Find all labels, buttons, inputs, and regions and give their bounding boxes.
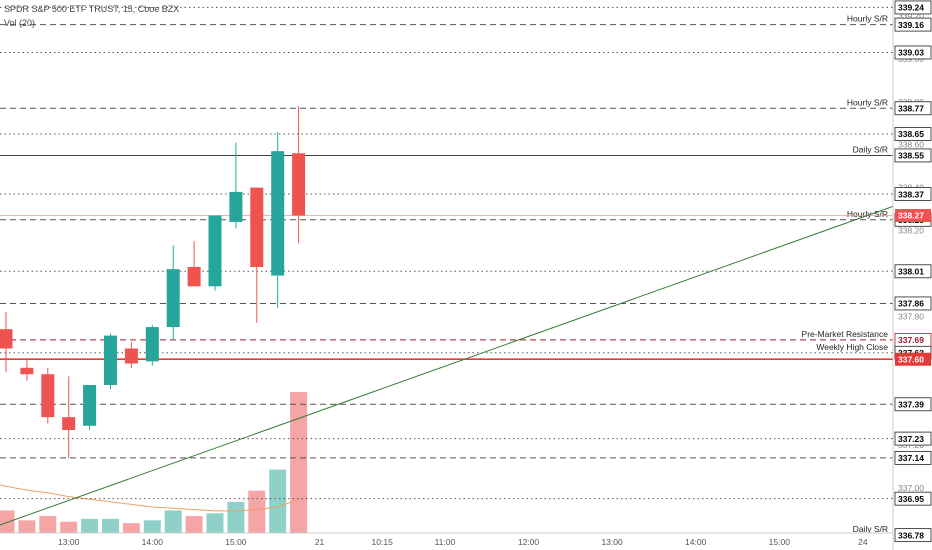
x-tick-label: 14:00: [685, 537, 707, 547]
candle-body[interactable]: [145, 327, 159, 362]
price-label: 339.16: [898, 20, 924, 30]
price-label-bg: [894, 431, 932, 446]
price-label: 337.39: [898, 399, 924, 409]
y-tick-label: 337.00: [898, 483, 924, 493]
price-label: 339.03: [898, 48, 924, 58]
candle-body[interactable]: [250, 187, 264, 267]
volume-bar: [290, 392, 308, 533]
candle-body[interactable]: [41, 374, 55, 418]
price-label: 338.01: [898, 266, 924, 276]
x-tick-label: 13:00: [58, 537, 80, 547]
volume-ma-line: [0, 484, 299, 512]
x-tick-label: 10:15: [372, 537, 394, 547]
volume-bar: [206, 513, 224, 533]
x-tick-label: 15:00: [769, 537, 791, 547]
price-label: 337.14: [898, 453, 924, 463]
price-label-bg: [894, 491, 932, 506]
candle-body[interactable]: [292, 153, 306, 216]
price-label-bg: [894, 397, 932, 412]
price-label: 337.69: [898, 335, 924, 345]
candle-body[interactable]: [166, 269, 180, 328]
volume-bar: [143, 520, 161, 533]
volume-bar: [164, 510, 182, 533]
price-label: 337.60: [898, 354, 924, 364]
x-axis-bg: [0, 533, 893, 550]
price-label: 336.78: [898, 530, 924, 540]
price-label-bg: [894, 264, 932, 279]
price-label-bg: [894, 0, 932, 15]
price-label-bg: [894, 127, 932, 141]
price-label: 337.86: [898, 299, 924, 309]
volume-bar: [122, 523, 140, 533]
y-tick-label: 338.60: [898, 140, 924, 150]
volume-bar: [81, 518, 99, 533]
price-label: 338.37: [898, 189, 924, 199]
x-tick-label: 11:00: [435, 537, 456, 547]
candle-body[interactable]: [124, 348, 138, 364]
price-label: 336.95: [898, 494, 924, 504]
x-tick-label: 15:00: [225, 537, 247, 547]
candle-body[interactable]: [62, 417, 76, 431]
x-tick-label: 14:00: [142, 537, 164, 547]
price-label-bg: [894, 296, 932, 311]
symbol-title: SPDR S&P 500 ETF TRUST, 15, Cboe BZX: [4, 4, 180, 14]
price-label-bg: [894, 101, 932, 116]
price-label-bg: [894, 187, 932, 201]
level-label: Hourly S/R: [847, 14, 888, 24]
price-label-bg: [894, 451, 932, 465]
candle-body[interactable]: [208, 215, 222, 287]
volume-bar: [18, 520, 36, 533]
volume-bar: [248, 490, 266, 533]
level-label: Daily S/R: [853, 524, 888, 534]
price-label: 337.23: [898, 434, 924, 444]
volume-bar: [0, 510, 15, 533]
price-label-bg: [894, 17, 932, 32]
x-tick-label: 21: [315, 537, 325, 547]
candle-body[interactable]: [104, 335, 117, 385]
price-label-bg: [894, 528, 932, 543]
price-label: 339.24: [898, 3, 924, 13]
candle-body[interactable]: [271, 151, 285, 276]
volume-bar: [269, 469, 287, 533]
y-tick-label: 337.80: [898, 311, 924, 321]
price-label: 338.55: [898, 151, 924, 161]
level-label: Daily S/R: [853, 144, 888, 154]
price-label-bg: [894, 45, 932, 60]
current-price-label: 338.27: [898, 211, 924, 221]
volume-indicator-label[interactable]: Vol (20): [4, 18, 36, 28]
volume-bar: [102, 518, 119, 533]
y-tick-label: 338.20: [898, 226, 924, 236]
price-label-bg: [894, 148, 932, 163]
candle-body[interactable]: [83, 384, 97, 426]
candle-body[interactable]: [229, 191, 243, 222]
volume-bar: [185, 516, 203, 533]
candle-body[interactable]: [0, 329, 13, 349]
x-tick-label: 13:00: [601, 537, 623, 547]
price-label-bg: [895, 352, 931, 366]
level-label: Pre-Market Resistance: [802, 329, 889, 339]
volume-bar: [60, 521, 78, 533]
trendline[interactable]: [0, 196, 921, 526]
candle-body[interactable]: [20, 367, 34, 375]
level-label: Weekly High Close: [816, 342, 888, 352]
x-tick-label: 12:00: [518, 537, 540, 547]
x-tick-label: 24: [858, 537, 868, 547]
volume-bar: [227, 501, 245, 533]
price-label: 338.77: [898, 103, 924, 113]
candle-body[interactable]: [187, 266, 201, 287]
level-label: Hourly S/R: [847, 97, 888, 107]
level-label: Hourly S/R: [847, 209, 888, 219]
y-tick-label: 339.20: [898, 11, 924, 21]
price-label: 338.65: [898, 129, 924, 139]
volume-bar: [39, 516, 57, 533]
current-price-label-bg: [895, 209, 931, 223]
